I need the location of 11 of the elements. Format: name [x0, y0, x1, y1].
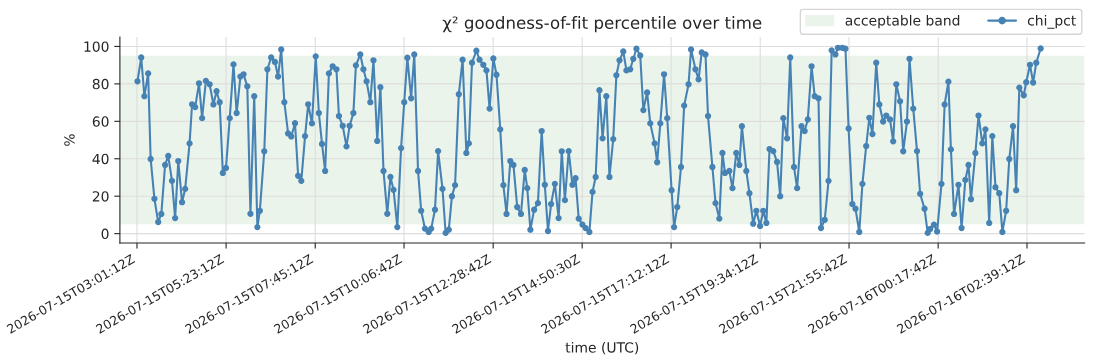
y-tick-label: 0 [101, 228, 109, 240]
y-tick-label: 20 [92, 191, 109, 202]
y-tick-label: 60 [92, 116, 109, 127]
y-tick-label: 100 [84, 41, 109, 52]
legend-label: chi_pct [1027, 14, 1076, 29]
x-axis-title: time (UTC) [565, 341, 639, 355]
y-tick-label: 40 [92, 153, 109, 165]
y-tick-label: 80 [92, 78, 109, 90]
legend-label: acceptable band [845, 14, 960, 29]
y-axis-title: % [64, 134, 75, 146]
chart-title: χ² goodness-of-fit percentile over time [442, 16, 762, 33]
